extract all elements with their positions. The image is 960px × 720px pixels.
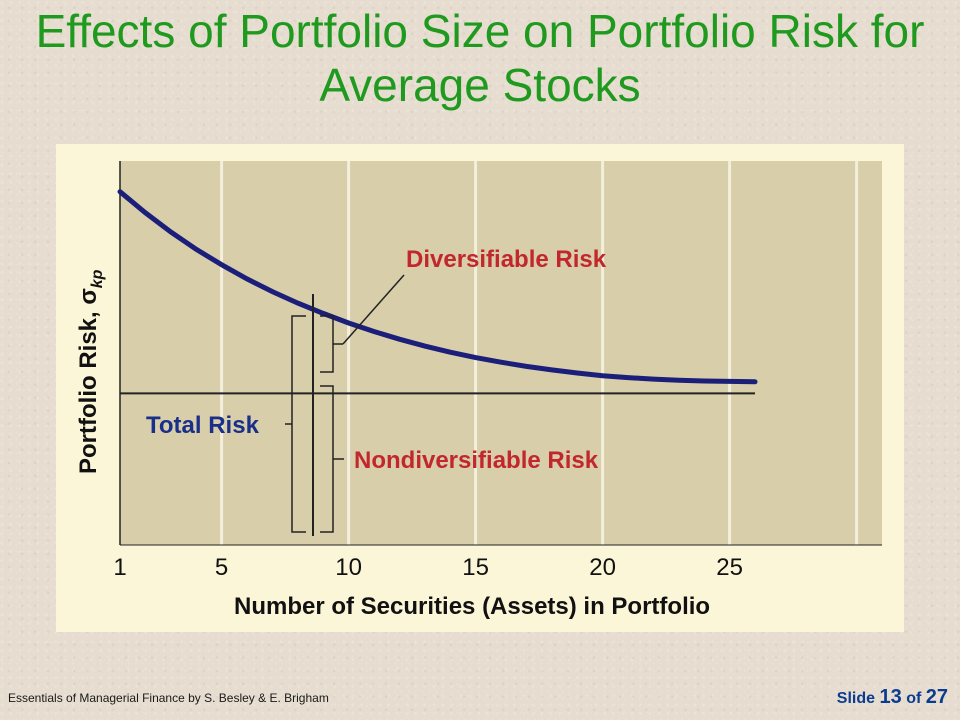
slide-title: Effects of Portfolio Size on Portfolio R…: [35, 5, 925, 111]
y-axis-label-main: Portfolio Risk, σ: [75, 288, 102, 474]
total-risk-bracket: [285, 315, 306, 533]
total-slides: 27: [925, 686, 948, 708]
total-risk-label: Total Risk: [146, 412, 260, 439]
y-axis-label: Portfolio Risk, σkp: [75, 269, 106, 474]
diversifiable-leader: [342, 274, 405, 345]
risk-chart: 1 5 10 15 20 25 Diversifiable Risk Nondiversi…: [75, 161, 882, 620]
x-tick-label: 5: [215, 554, 228, 581]
chart-panel: 1 5 10 15 20 25 Diversifiable Risk Nondiversi…: [56, 144, 904, 632]
nondiversifiable-bracket: [320, 385, 344, 533]
portfolio-risk-curve: [117, 189, 758, 385]
diversifiable-risk-label: Diversifiable Risk: [406, 246, 607, 273]
slide-number: 13: [879, 686, 902, 708]
x-tick-label: 1: [113, 554, 126, 581]
footer-credit: Essentials of Managerial Finance by S. B…: [8, 691, 329, 705]
of-word: of: [906, 690, 922, 707]
x-tick-label: 20: [589, 554, 616, 581]
plot-area: [120, 161, 882, 545]
x-tick-label: 15: [462, 554, 489, 581]
x-axis-label: Number of Securities (Assets) in Portfol…: [234, 593, 710, 620]
x-tick-label: 10: [335, 554, 362, 581]
x-tick-label: 25: [716, 554, 743, 581]
gridlines: [220, 161, 859, 545]
slide-counter: Slide 13 of 27: [837, 686, 948, 709]
y-axis-label-sub: kp: [89, 269, 106, 288]
nondiversifiable-risk-label: Nondiversifiable Risk: [354, 447, 599, 474]
diversifiable-bracket: [320, 315, 343, 373]
x-tick-labels: 1 5 10 15 20 25: [113, 554, 743, 581]
slide-word: Slide: [836, 690, 876, 707]
